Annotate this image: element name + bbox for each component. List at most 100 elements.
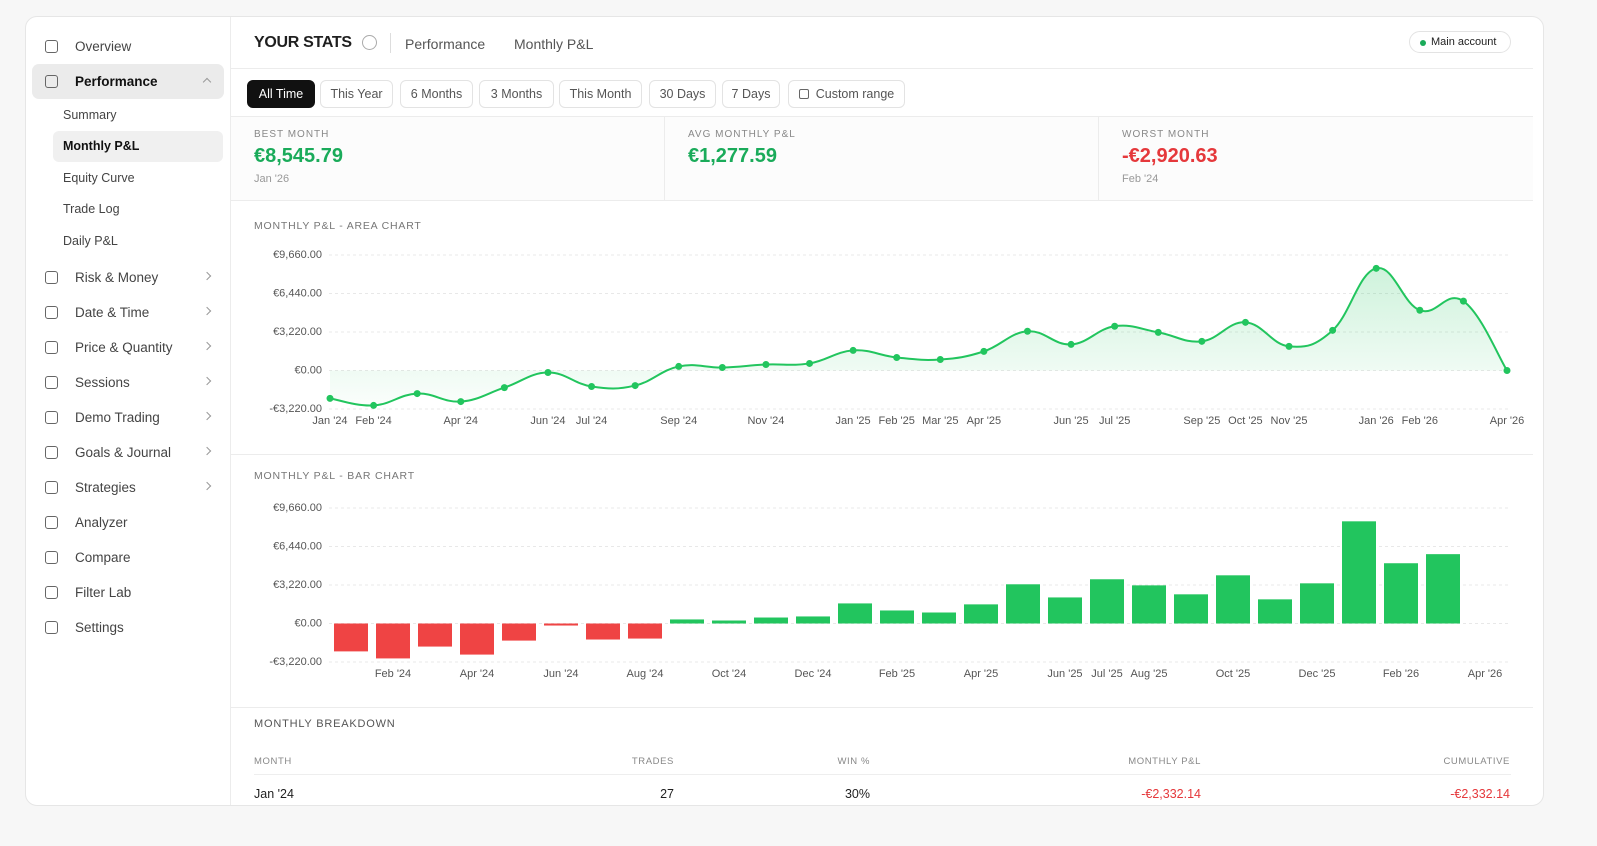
nav-label: Sessions <box>75 374 130 390</box>
x-tick-label: Jan '25 <box>836 415 871 427</box>
chevron <box>202 271 212 280</box>
filter-button[interactable]: 3 Months <box>479 80 554 108</box>
bar <box>460 623 494 655</box>
table-cell: 30% <box>844 787 870 801</box>
x-tick-label: Apr '24 <box>444 415 479 427</box>
nav-label: Filter Lab <box>75 584 132 600</box>
subnav-item[interactable]: Monthly P&L <box>53 130 223 162</box>
divider <box>231 454 1533 455</box>
bar <box>376 623 410 659</box>
data-point <box>1241 318 1249 326</box>
nav-label: Price & Quantity <box>75 339 173 355</box>
filter-button[interactable]: This Month <box>559 80 642 108</box>
filter-button[interactable]: 6 Months <box>400 80 473 108</box>
x-tick-label: Feb '24 <box>355 415 391 427</box>
nav-item[interactable]: Compare <box>32 540 224 575</box>
column-header: TRADES <box>631 756 674 767</box>
filter-button[interactable]: This Year <box>320 80 393 108</box>
y-tick-label: €6,440.00 <box>273 287 322 299</box>
subnav-item[interactable]: Trade Log <box>63 202 120 217</box>
x-tick-label: Jan '24 <box>312 415 347 427</box>
nav-item[interactable]: Settings <box>32 610 224 645</box>
bar <box>670 619 704 624</box>
x-tick-label: Feb '26 <box>1383 668 1419 680</box>
y-tick-label: -€3,220.00 <box>269 403 322 415</box>
data-point <box>936 356 944 363</box>
account-pill[interactable]: Main account <box>1409 31 1511 53</box>
x-tick-label: Jun '24 <box>530 415 565 427</box>
x-tick-label: Apr '25 <box>967 415 1002 427</box>
bar <box>628 623 662 639</box>
y-tick-label: €0.00 <box>294 364 322 376</box>
bar <box>922 612 956 624</box>
table-cell: -€2,332.14 <box>1450 787 1510 801</box>
y-tick-label: €6,440.00 <box>273 540 322 552</box>
data-point <box>631 382 639 390</box>
nav-item[interactable]: Price & Quantity <box>32 330 224 365</box>
x-tick-label: Oct '25 <box>1216 668 1251 680</box>
data-point <box>1459 297 1467 305</box>
nav-item[interactable]: Goals & Journal <box>32 435 224 470</box>
data-point <box>1372 264 1380 272</box>
data-point <box>675 362 683 370</box>
nav-item[interactable]: Date & Time <box>32 295 224 330</box>
column-header: MONTHLY P&L <box>1128 756 1201 767</box>
breadcrumb[interactable]: Performance <box>405 36 486 52</box>
filter-label: 6 Months <box>410 87 463 101</box>
subnav-item[interactable]: Daily P&L <box>63 233 118 248</box>
info-icon[interactable] <box>362 35 377 50</box>
nav-item[interactable]: Filter Lab <box>32 575 224 610</box>
bar <box>754 617 788 624</box>
chevron <box>202 481 212 490</box>
x-tick-label: Dec '24 <box>795 668 832 680</box>
nav-item[interactable]: Sessions <box>32 365 224 400</box>
bar <box>544 623 578 626</box>
subnav-item[interactable]: Equity Curve <box>63 170 135 185</box>
x-tick-label: Apr '26 <box>1468 668 1503 680</box>
data-point <box>849 346 857 354</box>
stat-value: -€2,920.63 <box>1122 145 1218 167</box>
data-point <box>718 364 726 372</box>
x-tick-label: Feb '25 <box>879 668 915 680</box>
table-title: MONTHLY BREAKDOWN <box>254 718 396 730</box>
breadcrumb[interactable]: Monthly P&L <box>514 36 594 52</box>
nav-label: Performance <box>75 74 158 89</box>
bar <box>1132 585 1166 624</box>
stat-label: WORST MONTH <box>1122 129 1210 140</box>
data-point <box>1416 306 1424 314</box>
breakdown-table: MONTHLY BREAKDOWN MONTH TRADES WIN % MONTHL… <box>231 707 1533 805</box>
nav-item[interactable]: Overview <box>32 29 224 64</box>
bar <box>712 620 746 624</box>
page-title: YOUR STATS <box>254 34 352 51</box>
data-point <box>413 390 421 398</box>
filter-button[interactable]: Custom range <box>788 80 905 108</box>
nav-label: Strategies <box>75 479 136 495</box>
header-rule <box>254 774 1511 775</box>
y-tick-label: €9,660.00 <box>273 249 322 261</box>
data-point <box>588 383 596 391</box>
x-tick-label: Apr '25 <box>964 668 999 680</box>
filter-button[interactable]: All Time <box>247 80 315 108</box>
filter-button[interactable]: 7 Days <box>722 80 780 108</box>
data-point <box>1154 328 1162 336</box>
nav-item[interactable]: Performance <box>32 64 224 99</box>
y-tick-label: €9,660.00 <box>273 502 322 514</box>
column-header: MONTH <box>254 756 292 767</box>
divider <box>231 68 1533 69</box>
nav-item[interactable]: Strategies <box>32 470 224 505</box>
subnav-item[interactable]: Summary <box>63 107 117 122</box>
data-point <box>326 394 334 402</box>
bar <box>1090 579 1124 624</box>
data-point <box>1329 326 1337 334</box>
bar <box>1048 597 1082 624</box>
data-point <box>1198 337 1206 345</box>
main-panel: YOUR STATS Performance Monthly P&L Main a… <box>231 17 1533 805</box>
x-tick-label: Aug '24 <box>627 668 664 680</box>
x-tick-label: Jan '26 <box>1359 415 1394 427</box>
nav-item[interactable]: Risk & Money <box>32 260 224 295</box>
chevron <box>202 77 212 87</box>
filter-button[interactable]: 30 Days <box>649 80 716 108</box>
nav-item[interactable]: Demo Trading <box>32 400 224 435</box>
nav-item[interactable]: Analyzer <box>32 505 224 540</box>
bar <box>1258 599 1292 624</box>
